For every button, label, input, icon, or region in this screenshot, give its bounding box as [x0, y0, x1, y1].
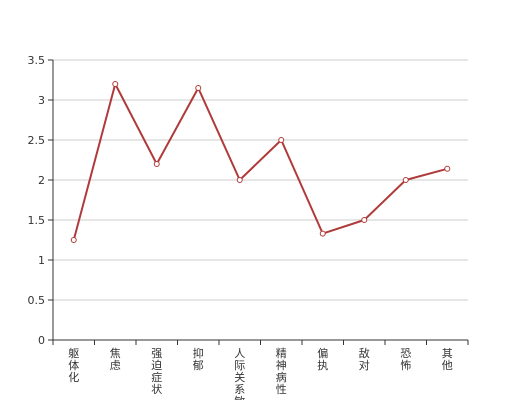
data-point[interactable] [112, 81, 119, 87]
y-tick-label: 0 [38, 334, 45, 347]
x-tick-label: 抑郁 [193, 346, 204, 372]
x-tick-label: 人际关系敏感 [234, 347, 245, 400]
x-tick-label: 强迫症状 [151, 347, 162, 396]
y-tick-label: 1.5 [28, 214, 46, 227]
grid-lines [53, 59, 468, 301]
data-point[interactable] [361, 217, 368, 223]
data-point[interactable] [402, 177, 409, 183]
data-point[interactable] [70, 237, 77, 243]
y-tick-label: 2.5 [28, 134, 46, 147]
data-point[interactable] [153, 161, 160, 167]
series-line-group [70, 81, 451, 243]
data-point[interactable] [236, 177, 243, 183]
y-tick-label: 1 [38, 254, 45, 267]
y-tick-label: 3 [38, 94, 45, 107]
data-point[interactable] [319, 230, 326, 237]
x-tick-label: 焦虑 [110, 347, 121, 372]
data-point[interactable] [278, 137, 285, 143]
y-axis: 0 0.5 1 1.5 2 2.5 3 3.5 [28, 54, 54, 347]
x-tick-label: 敌对 [359, 346, 370, 372]
y-tick-label: 0.5 [28, 294, 46, 307]
x-axis: 躯体化 焦虑 强迫症状 抑郁 人际关系敏感 精神病性 偏执 敌对 恐怖 其他 [52, 339, 469, 400]
x-tick-label: 躯体化 [68, 347, 79, 384]
x-tick-label: 恐怖 [400, 347, 411, 372]
y-tick-label: 2 [38, 174, 45, 187]
data-point[interactable] [195, 85, 202, 91]
series-line [72, 83, 448, 241]
x-tick-label: 其他 [442, 347, 453, 372]
y-tick-label: 3.5 [28, 54, 46, 67]
x-tick-label: 精神病性 [276, 347, 287, 396]
data-point[interactable] [444, 165, 451, 172]
x-tick-label: 偏执 [317, 346, 328, 372]
